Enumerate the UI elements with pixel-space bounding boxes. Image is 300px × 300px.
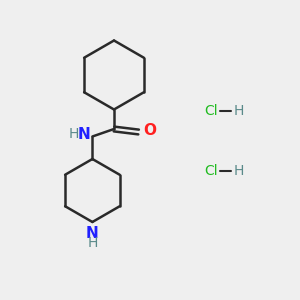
Text: N: N: [86, 226, 99, 242]
Text: N: N: [78, 127, 90, 142]
Text: H: H: [234, 104, 244, 118]
Text: H: H: [69, 127, 79, 141]
Text: Cl: Cl: [204, 104, 218, 118]
Text: H: H: [234, 164, 244, 178]
Text: O: O: [143, 123, 156, 138]
Text: Cl: Cl: [204, 164, 218, 178]
Text: H: H: [87, 236, 98, 250]
